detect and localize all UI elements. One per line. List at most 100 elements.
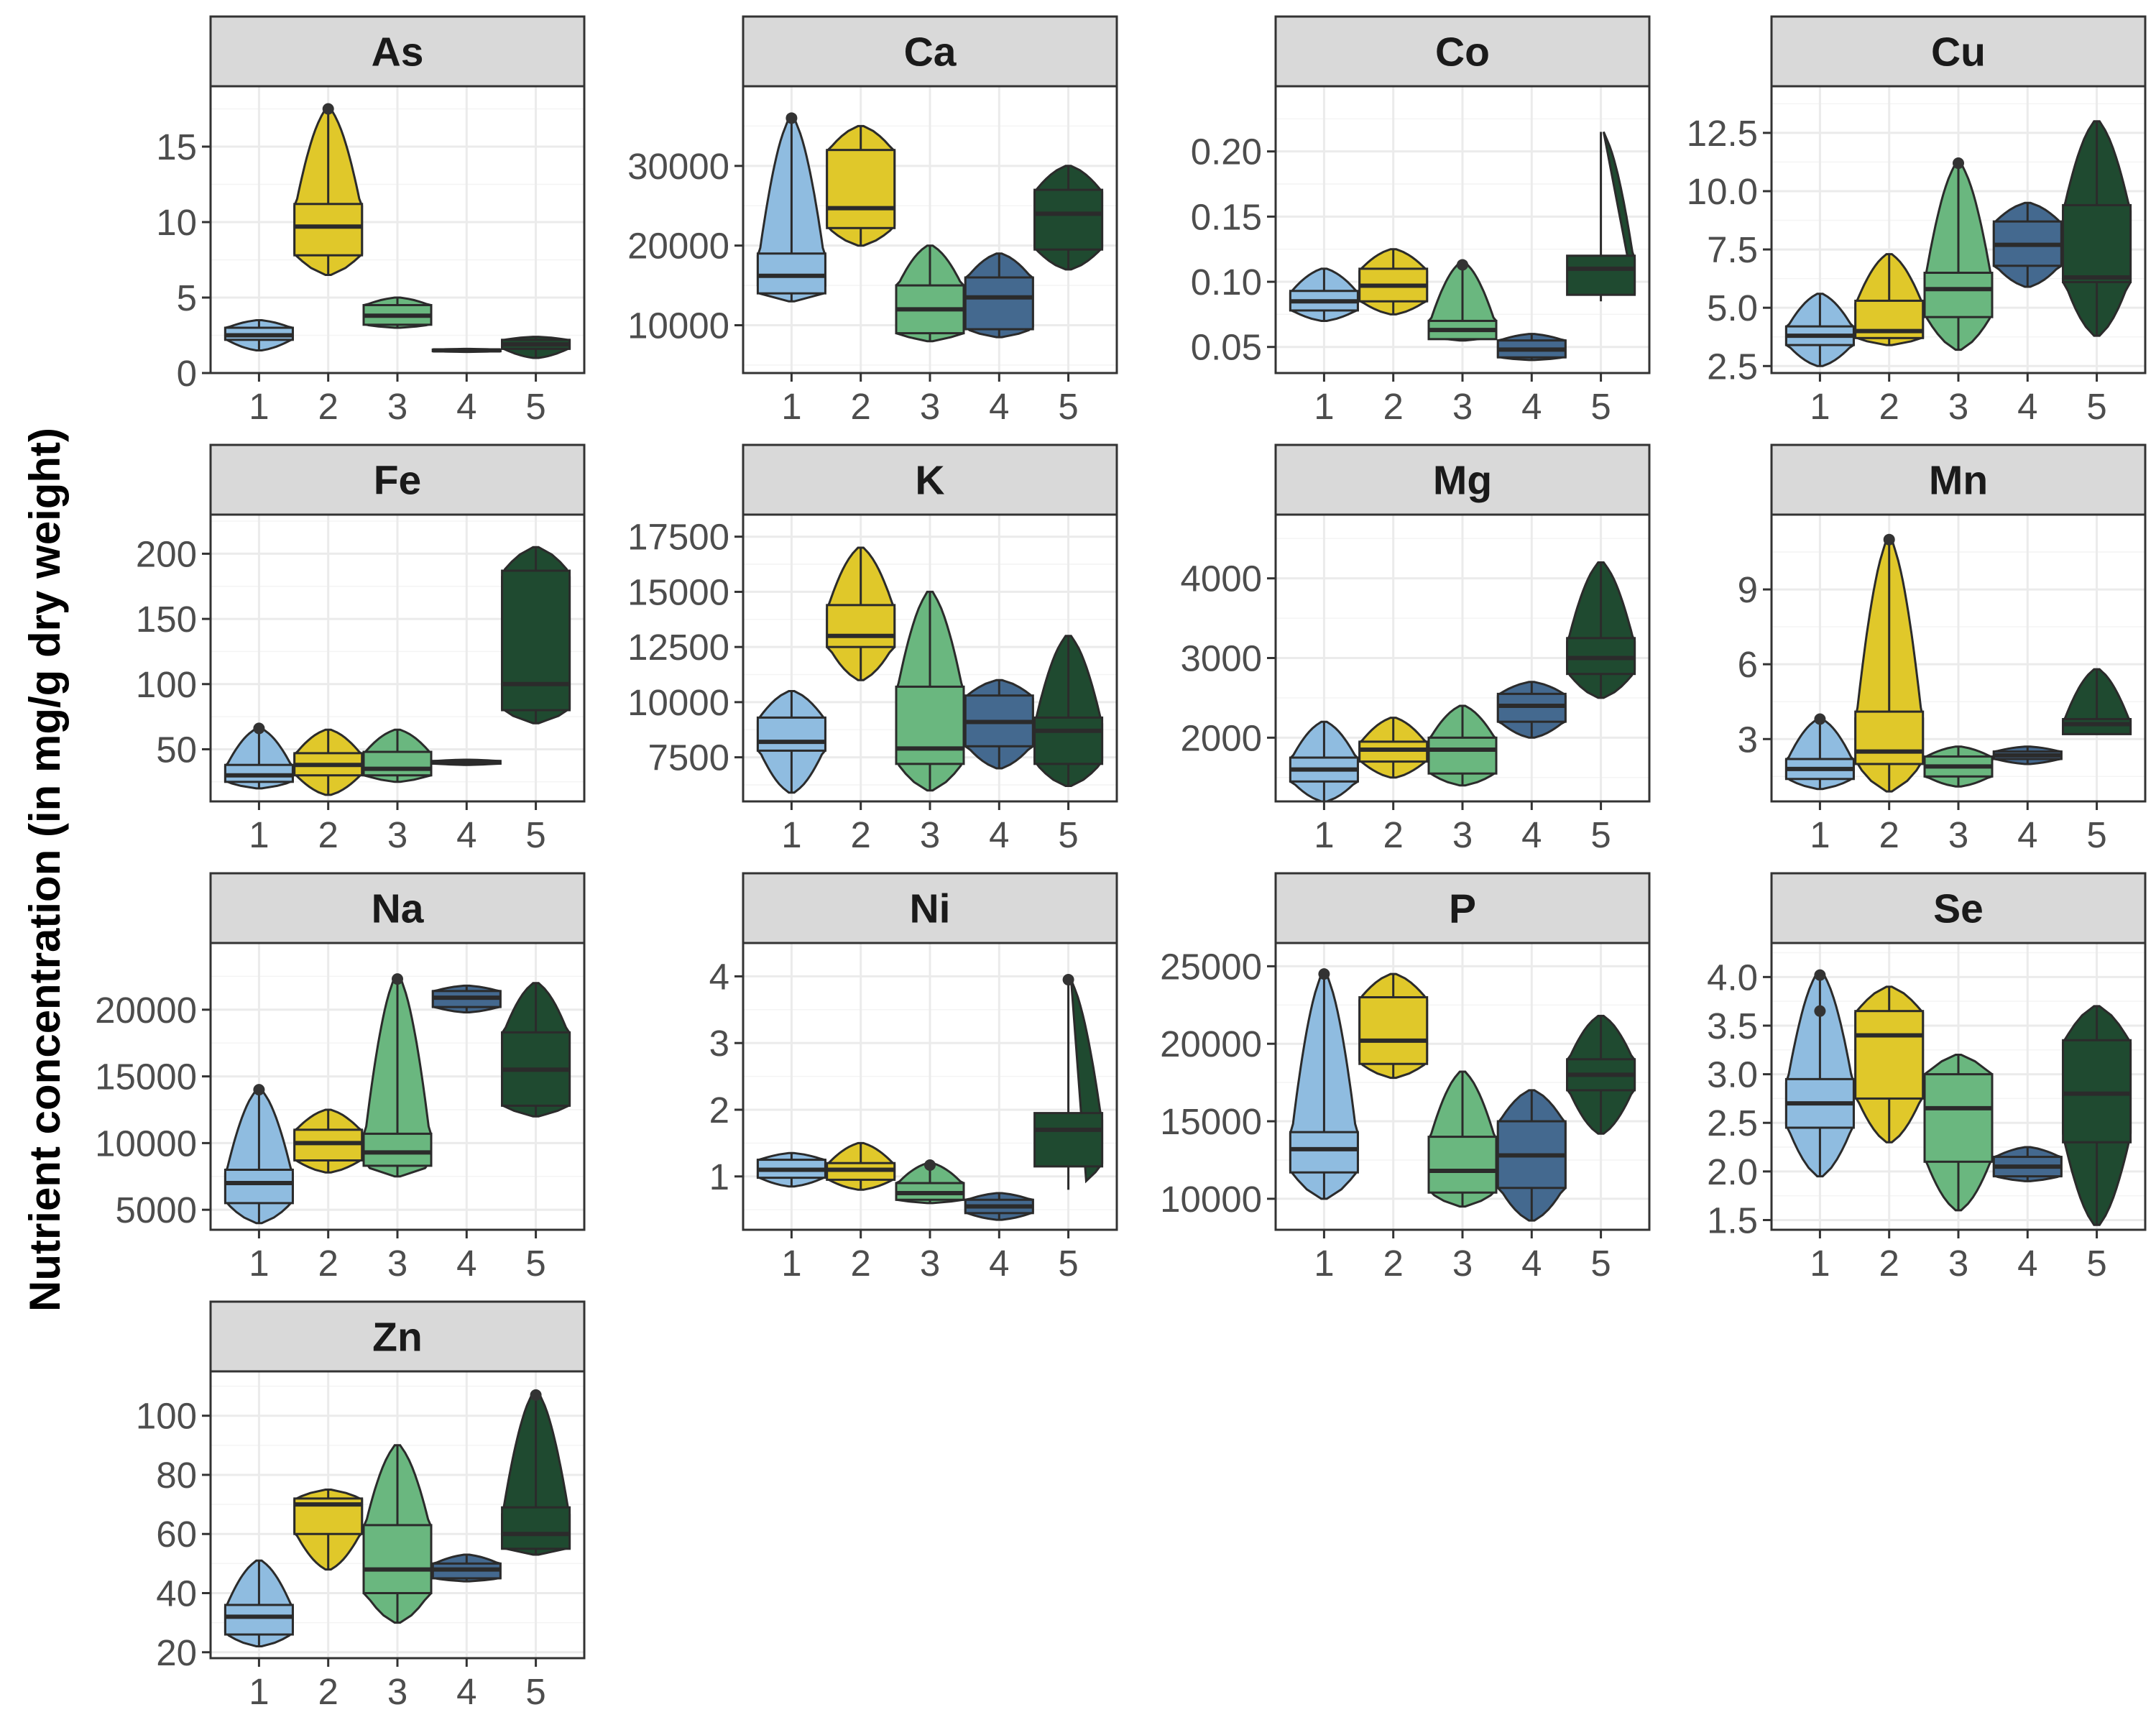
y-tick-label: 5.0	[1707, 288, 1758, 328]
group-4	[1496, 681, 1567, 739]
group-1	[224, 319, 294, 351]
group-1	[1784, 969, 1855, 1178]
group-1	[1289, 720, 1359, 803]
x-tick-label: 5	[1590, 386, 1611, 427]
box	[1033, 188, 1104, 251]
x-tick-label: 1	[781, 386, 801, 427]
group-2	[1854, 253, 1925, 346]
panel-se: Se 1.5 2.0 2.5 3.0 3.5 4.0 1 2 3 4 5	[1707, 872, 2147, 1284]
x-tick-label: 3	[387, 386, 407, 427]
group-5	[501, 1389, 571, 1556]
group-2	[826, 124, 896, 247]
outlier-point	[1457, 259, 1468, 271]
x-tick-label: 4	[2017, 1243, 2037, 1284]
x-tick-label: 4	[1521, 386, 1542, 427]
y-tick-label: 10000	[95, 1123, 197, 1164]
group-5	[1566, 131, 1636, 302]
group-2	[1358, 248, 1429, 316]
y-tick-label: 15000	[95, 1057, 197, 1098]
x-tick-label: 3	[1452, 386, 1473, 427]
group-2	[293, 728, 364, 796]
group-3	[362, 728, 433, 783]
group-1	[224, 1084, 294, 1225]
panel-as: As 0 5 10 15 1 2 3 4 5	[156, 15, 586, 427]
box	[362, 1132, 433, 1167]
y-tick-label: 9	[1738, 569, 1758, 610]
group-5	[1566, 1014, 1636, 1135]
group-2	[1358, 972, 1429, 1080]
y-tick-label: 3	[709, 1023, 729, 1064]
panel-cu: Cu 2.5 5.0 7.5 10.0 12.5 1 2 3 4 5	[1687, 15, 2147, 427]
group-3	[895, 244, 965, 343]
x-tick-label: 4	[456, 1243, 476, 1284]
group-2	[293, 1108, 364, 1174]
x-tick-label: 1	[1810, 386, 1830, 427]
box	[826, 149, 896, 229]
outlier-point	[924, 1159, 936, 1171]
x-tick-label: 2	[1383, 386, 1404, 427]
x-tick-label: 2	[318, 1671, 338, 1712]
group-4	[431, 758, 502, 766]
group-1	[224, 722, 294, 790]
group-4	[1992, 745, 2063, 765]
x-tick-label: 4	[989, 1243, 1009, 1284]
x-tick-label: 4	[456, 1671, 476, 1712]
facet-strip	[1770, 443, 2147, 516]
y-tick-label: 60	[156, 1514, 197, 1555]
box	[964, 276, 1034, 331]
x-tick-label: 3	[920, 386, 940, 427]
panel-mg: Mg 2000 3000 4000 1 2 3 4 5	[1181, 443, 1651, 855]
x-tick-label: 2	[1879, 814, 1899, 855]
outlier-point	[1814, 1005, 1826, 1017]
outlier-point	[530, 1389, 542, 1401]
group-5	[2062, 120, 2132, 337]
group-2	[826, 1141, 896, 1191]
panel-k: K 7500 10000 12500 15000 17500 1 2 3 4 5	[627, 443, 1118, 855]
x-tick-label: 2	[851, 386, 871, 427]
group-1	[1289, 267, 1359, 322]
facet-title: Cu	[1931, 29, 1986, 75]
y-tick-label: 1.5	[1707, 1200, 1758, 1241]
facet-title: Se	[1933, 886, 1984, 932]
facet-title: P	[1449, 886, 1476, 932]
facet-title: Co	[1435, 29, 1490, 75]
facet-strip	[742, 872, 1118, 944]
facet-title: Mg	[1433, 458, 1492, 504]
box	[756, 252, 826, 295]
y-tick-label: 25000	[1160, 946, 1262, 987]
group-4	[964, 1192, 1034, 1221]
y-tick-label: 3.0	[1707, 1054, 1758, 1095]
box	[1358, 995, 1429, 1065]
group-1	[756, 1151, 826, 1188]
x-tick-label: 1	[781, 814, 801, 855]
x-tick-label: 2	[1383, 814, 1404, 855]
y-tick-label: 30000	[627, 146, 729, 187]
x-tick-label: 2	[318, 814, 338, 855]
facet-strip	[209, 15, 586, 88]
x-tick-label: 4	[1521, 814, 1542, 855]
group-3	[1923, 1054, 1994, 1212]
group-4	[431, 1553, 502, 1583]
group-5	[501, 982, 571, 1118]
box	[1566, 254, 1636, 296]
y-tick-label: 2.0	[1707, 1151, 1758, 1192]
x-tick-label: 1	[1314, 1243, 1334, 1284]
y-tick-label: 10000	[627, 305, 729, 346]
group-5	[1033, 165, 1104, 271]
x-tick-label: 4	[989, 386, 1009, 427]
y-tick-label: 50	[156, 729, 197, 770]
panel-fe: Fe 50 100 150 200 1 2 3 4 5	[136, 443, 586, 855]
x-tick-label: 5	[2086, 1243, 2106, 1284]
facet-title: Na	[372, 886, 425, 932]
facet-strip	[1770, 15, 2147, 88]
facet-title: Ni	[910, 886, 951, 932]
group-4	[431, 984, 502, 1013]
group-5	[1033, 635, 1104, 787]
y-tick-label: 0.15	[1191, 196, 1262, 237]
panel-co: Co 0.05 0.10 0.15 0.20 1 2 3 4 5	[1191, 15, 1651, 427]
panel-ca: Ca 10000 20000 30000 1 2 3 4 5	[627, 15, 1118, 427]
y-tick-label: 10	[156, 202, 197, 243]
outlier-point	[1814, 969, 1826, 981]
y-tick-label: 3.5	[1707, 1006, 1758, 1046]
